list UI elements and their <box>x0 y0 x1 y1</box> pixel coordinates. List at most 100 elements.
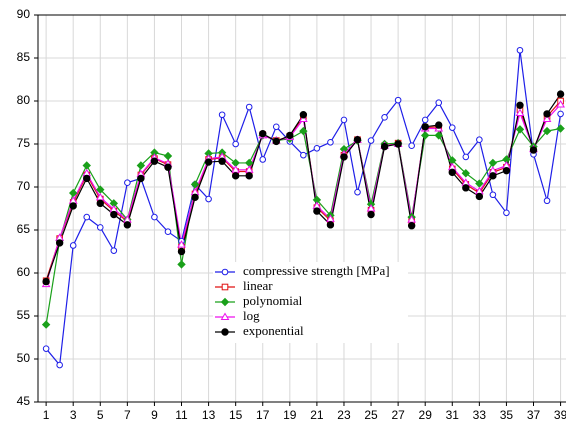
legend-label: exponential <box>243 323 304 338</box>
marker <box>164 228 172 236</box>
marker <box>353 136 362 144</box>
marker <box>204 158 213 166</box>
marker <box>461 169 471 178</box>
y-tick-label: 70 <box>17 179 31 193</box>
x-tick-label: 9 <box>151 408 158 421</box>
y-tick-label: 80 <box>17 93 31 107</box>
marker <box>218 157 226 165</box>
marker <box>298 114 308 123</box>
marker <box>381 114 388 121</box>
marker <box>299 126 308 136</box>
marker <box>137 174 145 183</box>
marker <box>218 111 226 119</box>
marker <box>448 124 456 131</box>
x-tick-label: 15 <box>229 408 243 421</box>
marker <box>205 195 212 203</box>
marker <box>259 129 267 138</box>
marker <box>516 101 524 110</box>
marker <box>489 191 497 199</box>
legend: compressive strength [MPa]linearpolynomi… <box>213 262 408 343</box>
marker <box>408 142 415 150</box>
marker <box>503 209 510 217</box>
marker <box>367 210 375 219</box>
marker <box>354 188 361 196</box>
y-tick-label: 65 <box>17 222 31 236</box>
x-tick-label: 39 <box>554 408 566 421</box>
marker <box>421 116 429 124</box>
marker <box>83 213 91 221</box>
marker <box>272 123 280 131</box>
marker <box>177 247 186 256</box>
marker <box>407 222 416 230</box>
marker <box>489 172 497 180</box>
marker <box>515 108 525 117</box>
marker <box>515 125 525 134</box>
y-tick-label: 55 <box>17 308 31 322</box>
y-tick-label: 50 <box>17 351 31 365</box>
marker <box>110 210 118 219</box>
marker <box>380 142 389 151</box>
marker <box>394 96 402 104</box>
marker <box>124 179 131 186</box>
marker <box>434 131 443 140</box>
x-tick-label: 25 <box>364 408 378 421</box>
marker <box>367 137 375 144</box>
marker <box>259 156 267 163</box>
marker <box>502 166 511 175</box>
x-tick-label: 17 <box>256 408 270 421</box>
marker <box>543 197 551 205</box>
marker <box>327 138 334 146</box>
marker <box>42 345 50 352</box>
marker <box>286 131 294 140</box>
legend-marker <box>221 328 229 336</box>
marker <box>476 136 483 143</box>
marker <box>462 184 470 192</box>
marker <box>164 163 172 171</box>
x-tick-label: 5 <box>97 408 104 421</box>
marker <box>542 114 552 123</box>
marker <box>150 157 159 165</box>
marker <box>123 221 132 229</box>
y-tick-label: 75 <box>17 136 31 150</box>
marker <box>435 121 443 129</box>
marker <box>177 240 186 248</box>
marker <box>56 361 63 369</box>
x-tick-label: 1 <box>43 408 50 421</box>
legend-label: compressive strength [MPa] <box>243 263 390 278</box>
plot-frame <box>37 14 566 403</box>
marker <box>41 320 51 329</box>
x-tick-label: 21 <box>310 408 324 421</box>
legend-marker <box>221 283 229 291</box>
marker <box>191 193 199 202</box>
x-tick-label: 33 <box>473 408 487 421</box>
marker <box>542 126 552 136</box>
x-tick-label: 29 <box>419 408 433 421</box>
y-tick-label: 60 <box>17 265 31 279</box>
marker <box>299 111 308 119</box>
marker <box>245 172 253 180</box>
marker <box>340 116 348 124</box>
marker <box>110 247 118 254</box>
marker <box>42 277 50 286</box>
marker <box>340 153 348 161</box>
marker <box>394 140 402 148</box>
x-tick-label: 11 <box>175 408 188 421</box>
marker <box>529 146 538 154</box>
marker <box>69 242 77 249</box>
marker <box>136 161 146 170</box>
marker <box>556 99 565 108</box>
legend-label: polynomial <box>243 293 303 308</box>
marker <box>177 260 186 269</box>
marker <box>448 168 456 177</box>
marker <box>420 131 430 140</box>
x-tick-label: 27 <box>391 408 405 421</box>
marker <box>231 172 240 180</box>
marker <box>245 103 253 111</box>
marker <box>557 110 564 118</box>
marker <box>69 202 77 210</box>
marker <box>96 224 104 231</box>
x-tick-label: 19 <box>283 408 297 421</box>
x-tick-label: 37 <box>527 408 541 421</box>
marker <box>543 110 551 118</box>
x-tick-label: 13 <box>202 408 216 421</box>
